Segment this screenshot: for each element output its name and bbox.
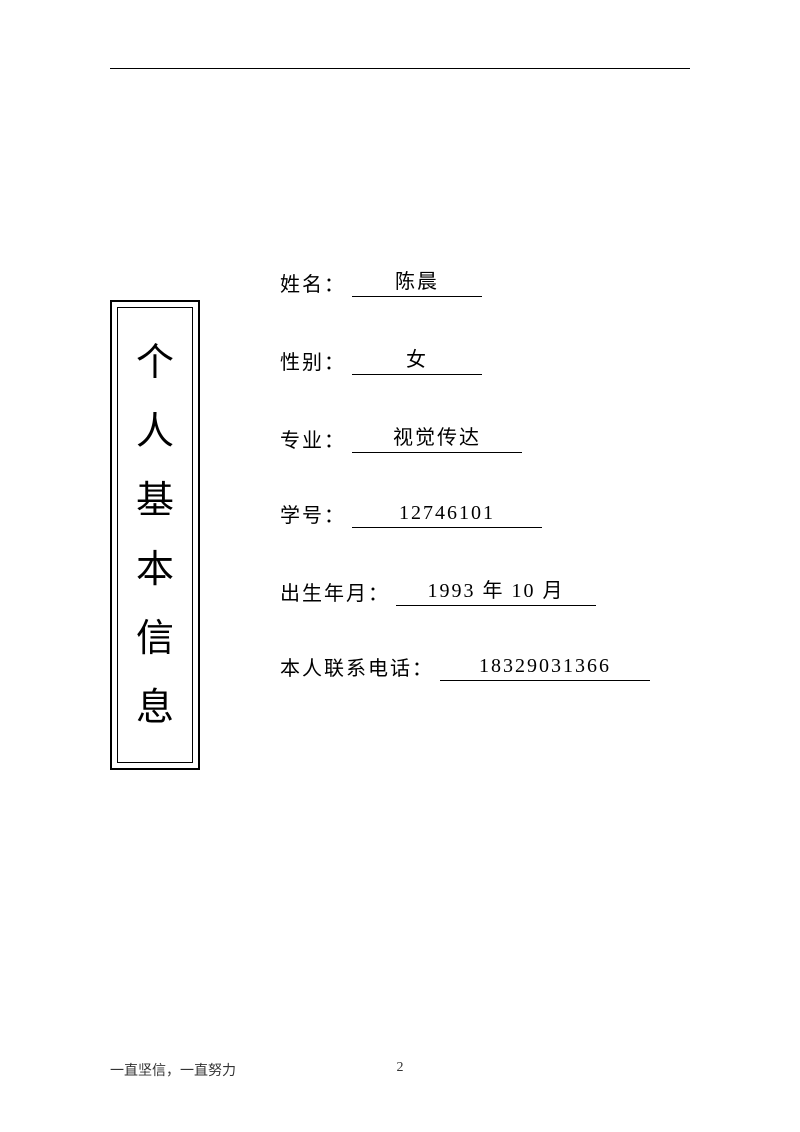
field-value: 视觉传达: [352, 421, 522, 453]
field-birth: 出生年月： 1993 年 10 月: [280, 574, 680, 606]
field-value: 18329031366: [440, 655, 650, 681]
title-box-inner: 个 人 基 本 信 息: [117, 307, 193, 763]
field-label: 性别：: [280, 346, 346, 375]
field-value: 12746101: [352, 502, 542, 528]
field-phone: 本人联系电话： 18329031366: [280, 652, 680, 681]
field-label: 出生年月：: [280, 577, 390, 606]
footer-page: 2: [397, 1060, 404, 1076]
field-label: 专业：: [280, 424, 346, 453]
field-label: 姓名：: [280, 268, 346, 297]
field-value: 1993 年 10 月: [396, 574, 596, 606]
title-char: 信: [136, 620, 174, 658]
field-major: 专业： 视觉传达: [280, 421, 680, 453]
title-box: 个 人 基 本 信 息: [110, 300, 200, 770]
field-label: 本人联系电话：: [280, 652, 434, 681]
top-rule: [110, 68, 690, 69]
fields-block: 姓名： 陈晨 性别： 女 专业： 视觉传达 学号： 12746101 出生年月：…: [280, 265, 680, 727]
title-char: 人: [136, 413, 174, 451]
footer-text: 一直坚信，一直努力: [110, 1060, 236, 1080]
field-name: 姓名： 陈晨: [280, 265, 680, 297]
footer: 一直坚信，一直努力 2: [110, 1060, 690, 1080]
title-char: 个: [136, 344, 174, 382]
title-char: 基: [136, 482, 174, 520]
field-label: 学号：: [280, 499, 346, 528]
field-gender: 性别： 女: [280, 343, 680, 375]
title-char: 息: [136, 689, 174, 727]
field-value: 女: [352, 343, 482, 375]
field-student-id: 学号： 12746101: [280, 499, 680, 528]
field-value: 陈晨: [352, 265, 482, 297]
title-char: 本: [136, 551, 174, 589]
